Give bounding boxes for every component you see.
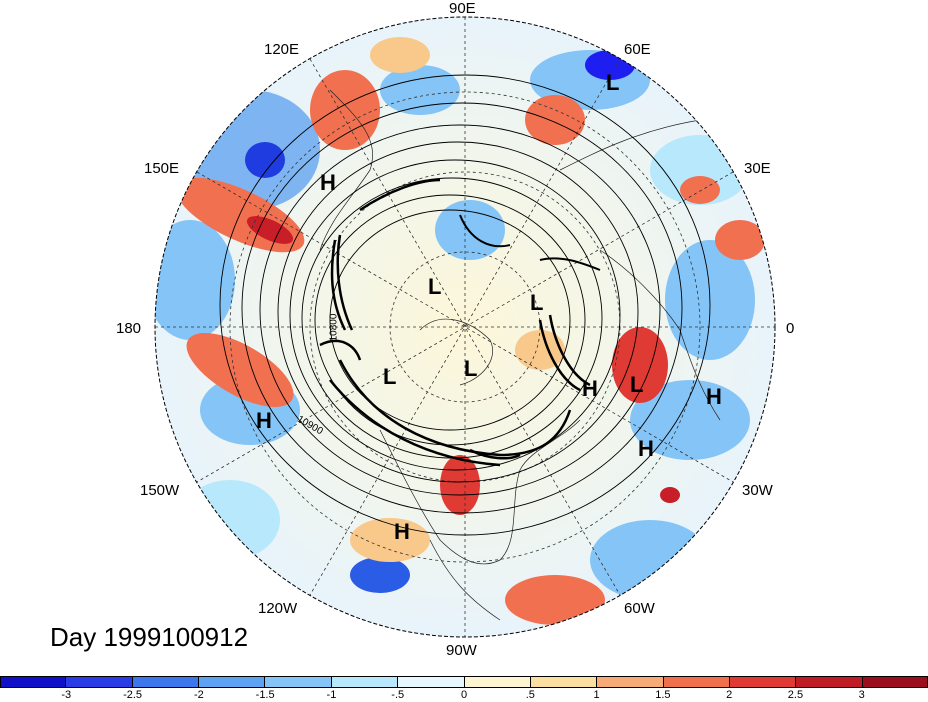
lon-label-180: 180 [116, 320, 142, 337]
high-pressure-marker: H [706, 384, 722, 409]
colorbar-segment [796, 676, 863, 688]
colorbar-tick-label: -2 [193, 689, 204, 701]
low-pressure-marker: L [630, 372, 644, 397]
lon-label-90w: 90W [446, 642, 477, 659]
colorbar-segment [597, 676, 664, 688]
lon-label-60e: 60E [624, 41, 651, 58]
colorbar-tick-label: -1 [326, 689, 337, 701]
map-boundary [154, 16, 776, 638]
lon-label-0: 0 [786, 320, 795, 337]
lon-label-120e: 120E [264, 41, 300, 58]
lon-label-120w: 120W [258, 600, 298, 617]
colorbar-segment [66, 676, 133, 688]
high-pressure-marker: H [582, 376, 598, 401]
colorbar-tick-label: 2.5 [787, 689, 804, 701]
low-pressure-marker: L [530, 290, 544, 315]
polar-stereographic-map [154, 16, 776, 638]
low-pressure-marker: L [428, 274, 442, 299]
colorbar-segment [862, 676, 928, 688]
high-pressure-marker: H [320, 170, 336, 195]
colorbar-tick-label: -1.5 [255, 689, 275, 701]
colorbar-segment [530, 676, 598, 688]
low-pressure-marker: L [606, 70, 620, 95]
colorbar-tick-label: -2.5 [123, 689, 143, 701]
colorbar-tick-label: 3 [858, 689, 865, 701]
colorbar-segment [729, 676, 797, 688]
low-pressure-marker: L [464, 356, 478, 381]
colorbar-tick-label: 1 [593, 689, 600, 701]
lon-label-90e: 90E [449, 0, 476, 17]
colorbar-segment [398, 676, 465, 688]
colorbar [0, 676, 928, 688]
colorbar-tick-label: .5 [525, 689, 535, 701]
colorbar-segment [663, 676, 730, 688]
colorbar-tick-label: -.5 [391, 689, 405, 701]
colorbar-tick-label: 1.5 [655, 689, 671, 701]
day-label: Day 1999100912 [50, 622, 249, 652]
colorbar-tick-label: 0 [460, 689, 468, 701]
graticule [155, 17, 775, 637]
low-pressure-marker: L [383, 364, 397, 389]
colorbar-segment [464, 676, 531, 688]
colorbar-tick-label: 2 [726, 689, 733, 701]
colorbar-segment [0, 676, 67, 688]
lon-label-30e: 30E [744, 160, 771, 177]
high-pressure-marker: H [638, 436, 654, 461]
colorbar-tick-label: -3 [61, 689, 72, 701]
high-pressure-marker: H [394, 519, 410, 544]
lon-label-60w: 60W [624, 600, 655, 617]
colorbar-segment [132, 676, 200, 688]
height-contours [219, 74, 711, 536]
lon-label-150e: 150E [144, 160, 180, 177]
colorbar-segment [265, 676, 332, 688]
colorbar-segment [199, 676, 266, 688]
colorbar-segment [331, 676, 399, 688]
high-pressure-marker: H [256, 408, 272, 433]
contour-label-10800: 10800 [328, 313, 340, 342]
lon-label-150w: 150W [140, 482, 180, 499]
lon-label-30w: 30W [742, 482, 773, 499]
